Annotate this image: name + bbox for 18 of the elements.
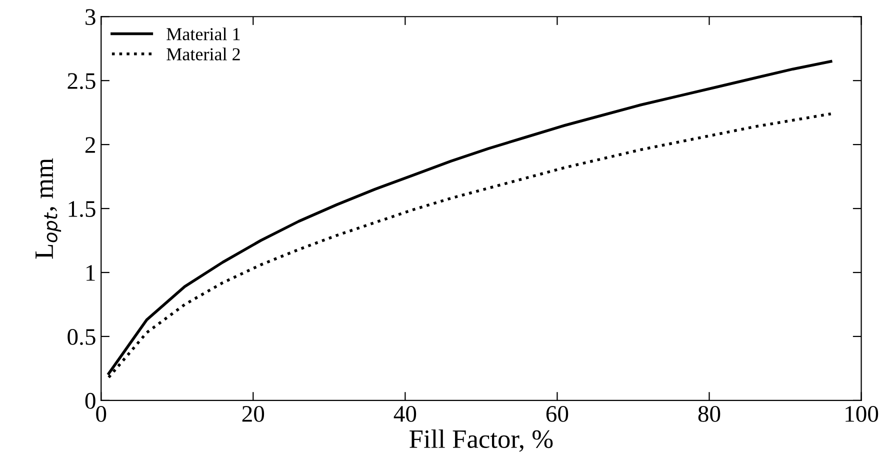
y-tick-label: 1 <box>86 265 95 281</box>
y-axis-title: L$_{opt}$, mm <box>36 158 62 259</box>
x-tick-label: 20 <box>242 406 264 422</box>
legend-label: Material 1 <box>166 28 240 40</box>
y-tick-label: 2.5 <box>68 73 96 90</box>
x-axis-title: Fill Factor, % <box>410 429 553 452</box>
x-tick-label: 80 <box>698 406 720 422</box>
x-tick-label: 0 <box>96 406 106 422</box>
legend-label: Material 2 <box>166 48 240 60</box>
y-tick-label: 0 <box>85 392 96 409</box>
line-series <box>107 60 832 375</box>
x-tick-label: 60 <box>546 406 568 422</box>
y-tick-label: 0.5 <box>68 328 96 345</box>
y-tick-label: 2 <box>85 137 95 153</box>
y-tick-label: 1.5 <box>68 201 96 218</box>
x-tick-label: 40 <box>394 406 416 422</box>
x-tick-label: 100 <box>846 406 878 422</box>
y-tick-label: 3 <box>86 9 96 26</box>
